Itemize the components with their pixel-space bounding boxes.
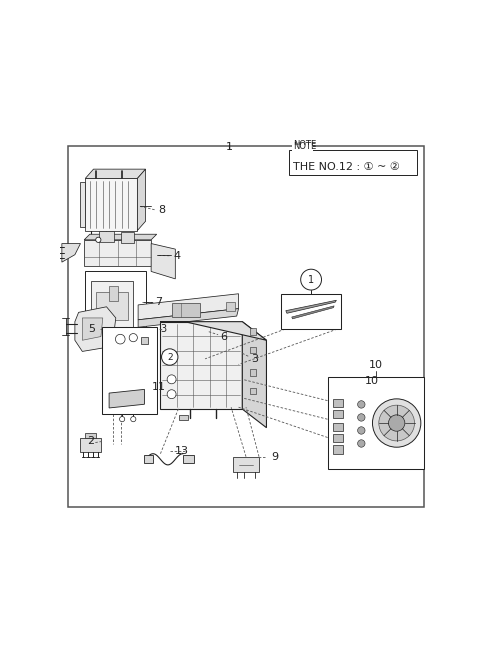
Circle shape	[131, 417, 136, 422]
Bar	[85, 272, 146, 336]
Bar	[183, 455, 194, 463]
Circle shape	[388, 415, 405, 431]
Circle shape	[372, 399, 421, 447]
Bar	[250, 388, 256, 394]
Circle shape	[120, 417, 125, 422]
Circle shape	[96, 237, 101, 242]
Text: NOTE: NOTE	[293, 141, 316, 150]
Bar	[334, 445, 343, 454]
Polygon shape	[292, 306, 334, 319]
Text: 3: 3	[252, 354, 259, 364]
Polygon shape	[160, 321, 266, 340]
Text: 1: 1	[226, 143, 233, 152]
Polygon shape	[242, 321, 266, 428]
Polygon shape	[151, 244, 175, 279]
Text: 9: 9	[271, 452, 278, 463]
Text: 2: 2	[167, 353, 172, 362]
Text: 11: 11	[152, 382, 166, 392]
Text: 2: 2	[87, 437, 94, 446]
Bar	[226, 302, 235, 311]
Bar	[250, 369, 256, 376]
Polygon shape	[75, 307, 116, 351]
Bar	[96, 292, 128, 320]
Polygon shape	[138, 308, 239, 327]
Circle shape	[300, 269, 322, 290]
Bar	[328, 377, 424, 469]
Bar	[99, 231, 114, 242]
Polygon shape	[137, 169, 145, 231]
Text: 10: 10	[369, 360, 383, 370]
Text: NOTE: NOTE	[293, 141, 316, 150]
Polygon shape	[84, 240, 151, 266]
Polygon shape	[80, 182, 85, 227]
Polygon shape	[109, 389, 144, 408]
Polygon shape	[84, 234, 156, 240]
Polygon shape	[138, 294, 239, 320]
Bar	[281, 294, 341, 329]
Text: 13: 13	[175, 446, 189, 456]
Circle shape	[115, 334, 125, 344]
Bar	[102, 327, 157, 413]
Polygon shape	[85, 178, 137, 231]
Bar	[85, 434, 96, 438]
Polygon shape	[62, 244, 81, 262]
Circle shape	[379, 405, 415, 441]
Text: 3: 3	[160, 324, 167, 334]
Bar	[144, 455, 153, 463]
Text: 8: 8	[158, 205, 166, 215]
Bar	[250, 347, 256, 353]
Bar	[121, 233, 134, 243]
Circle shape	[167, 375, 176, 384]
Bar	[334, 423, 343, 431]
Circle shape	[358, 413, 365, 421]
Bar	[334, 434, 343, 443]
Bar	[334, 399, 343, 407]
Bar	[289, 150, 417, 176]
Bar	[292, 145, 313, 151]
Bar	[81, 438, 101, 452]
Polygon shape	[85, 169, 145, 178]
Bar	[172, 303, 200, 317]
Circle shape	[358, 440, 365, 447]
Circle shape	[167, 389, 176, 399]
Bar	[233, 457, 259, 472]
Text: THE NO.12 : ① ~ ②: THE NO.12 : ① ~ ②	[293, 163, 400, 172]
Polygon shape	[83, 318, 103, 340]
Text: 4: 4	[173, 251, 180, 260]
Circle shape	[358, 427, 365, 434]
Text: 5: 5	[88, 324, 95, 334]
Text: 6: 6	[220, 332, 227, 342]
Text: 10: 10	[365, 376, 379, 386]
Text: 1: 1	[308, 275, 314, 284]
Circle shape	[162, 349, 178, 365]
Bar	[109, 286, 119, 301]
Circle shape	[358, 400, 365, 408]
Bar	[250, 328, 256, 334]
Bar	[141, 336, 148, 344]
Polygon shape	[160, 321, 242, 409]
Polygon shape	[286, 300, 336, 313]
Bar	[91, 281, 133, 327]
Text: 7: 7	[155, 297, 162, 307]
Bar	[179, 415, 188, 421]
Bar	[334, 410, 343, 418]
Circle shape	[129, 334, 137, 341]
